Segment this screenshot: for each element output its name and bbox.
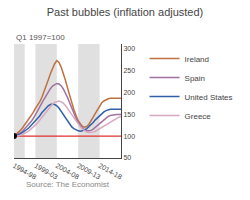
- svg-text:100: 100: [123, 133, 135, 140]
- svg-text:200: 200: [123, 89, 135, 96]
- svg-text:1999-03: 1999-03: [33, 162, 59, 181]
- svg-text:Q1 1997=100: Q1 1997=100: [16, 33, 65, 42]
- svg-text:United States: United States: [185, 93, 233, 102]
- svg-text:Greece: Greece: [185, 112, 212, 121]
- svg-text:Past bubbles (inflation adjust: Past bubbles (inflation adjusted): [47, 6, 204, 18]
- svg-text:250: 250: [123, 67, 135, 74]
- svg-text:50: 50: [123, 154, 131, 161]
- svg-text:Spain: Spain: [185, 74, 205, 83]
- svg-text:2009-13: 2009-13: [76, 162, 102, 181]
- svg-text:1994-98: 1994-98: [12, 162, 38, 181]
- svg-text:2014-18: 2014-18: [97, 162, 123, 181]
- svg-text:300: 300: [123, 45, 135, 52]
- svg-text:Source: The Economist: Source: The Economist: [26, 180, 110, 189]
- svg-text:2004-08: 2004-08: [55, 162, 81, 181]
- svg-text:150: 150: [123, 111, 135, 118]
- svg-text:Ireland: Ireland: [185, 55, 209, 64]
